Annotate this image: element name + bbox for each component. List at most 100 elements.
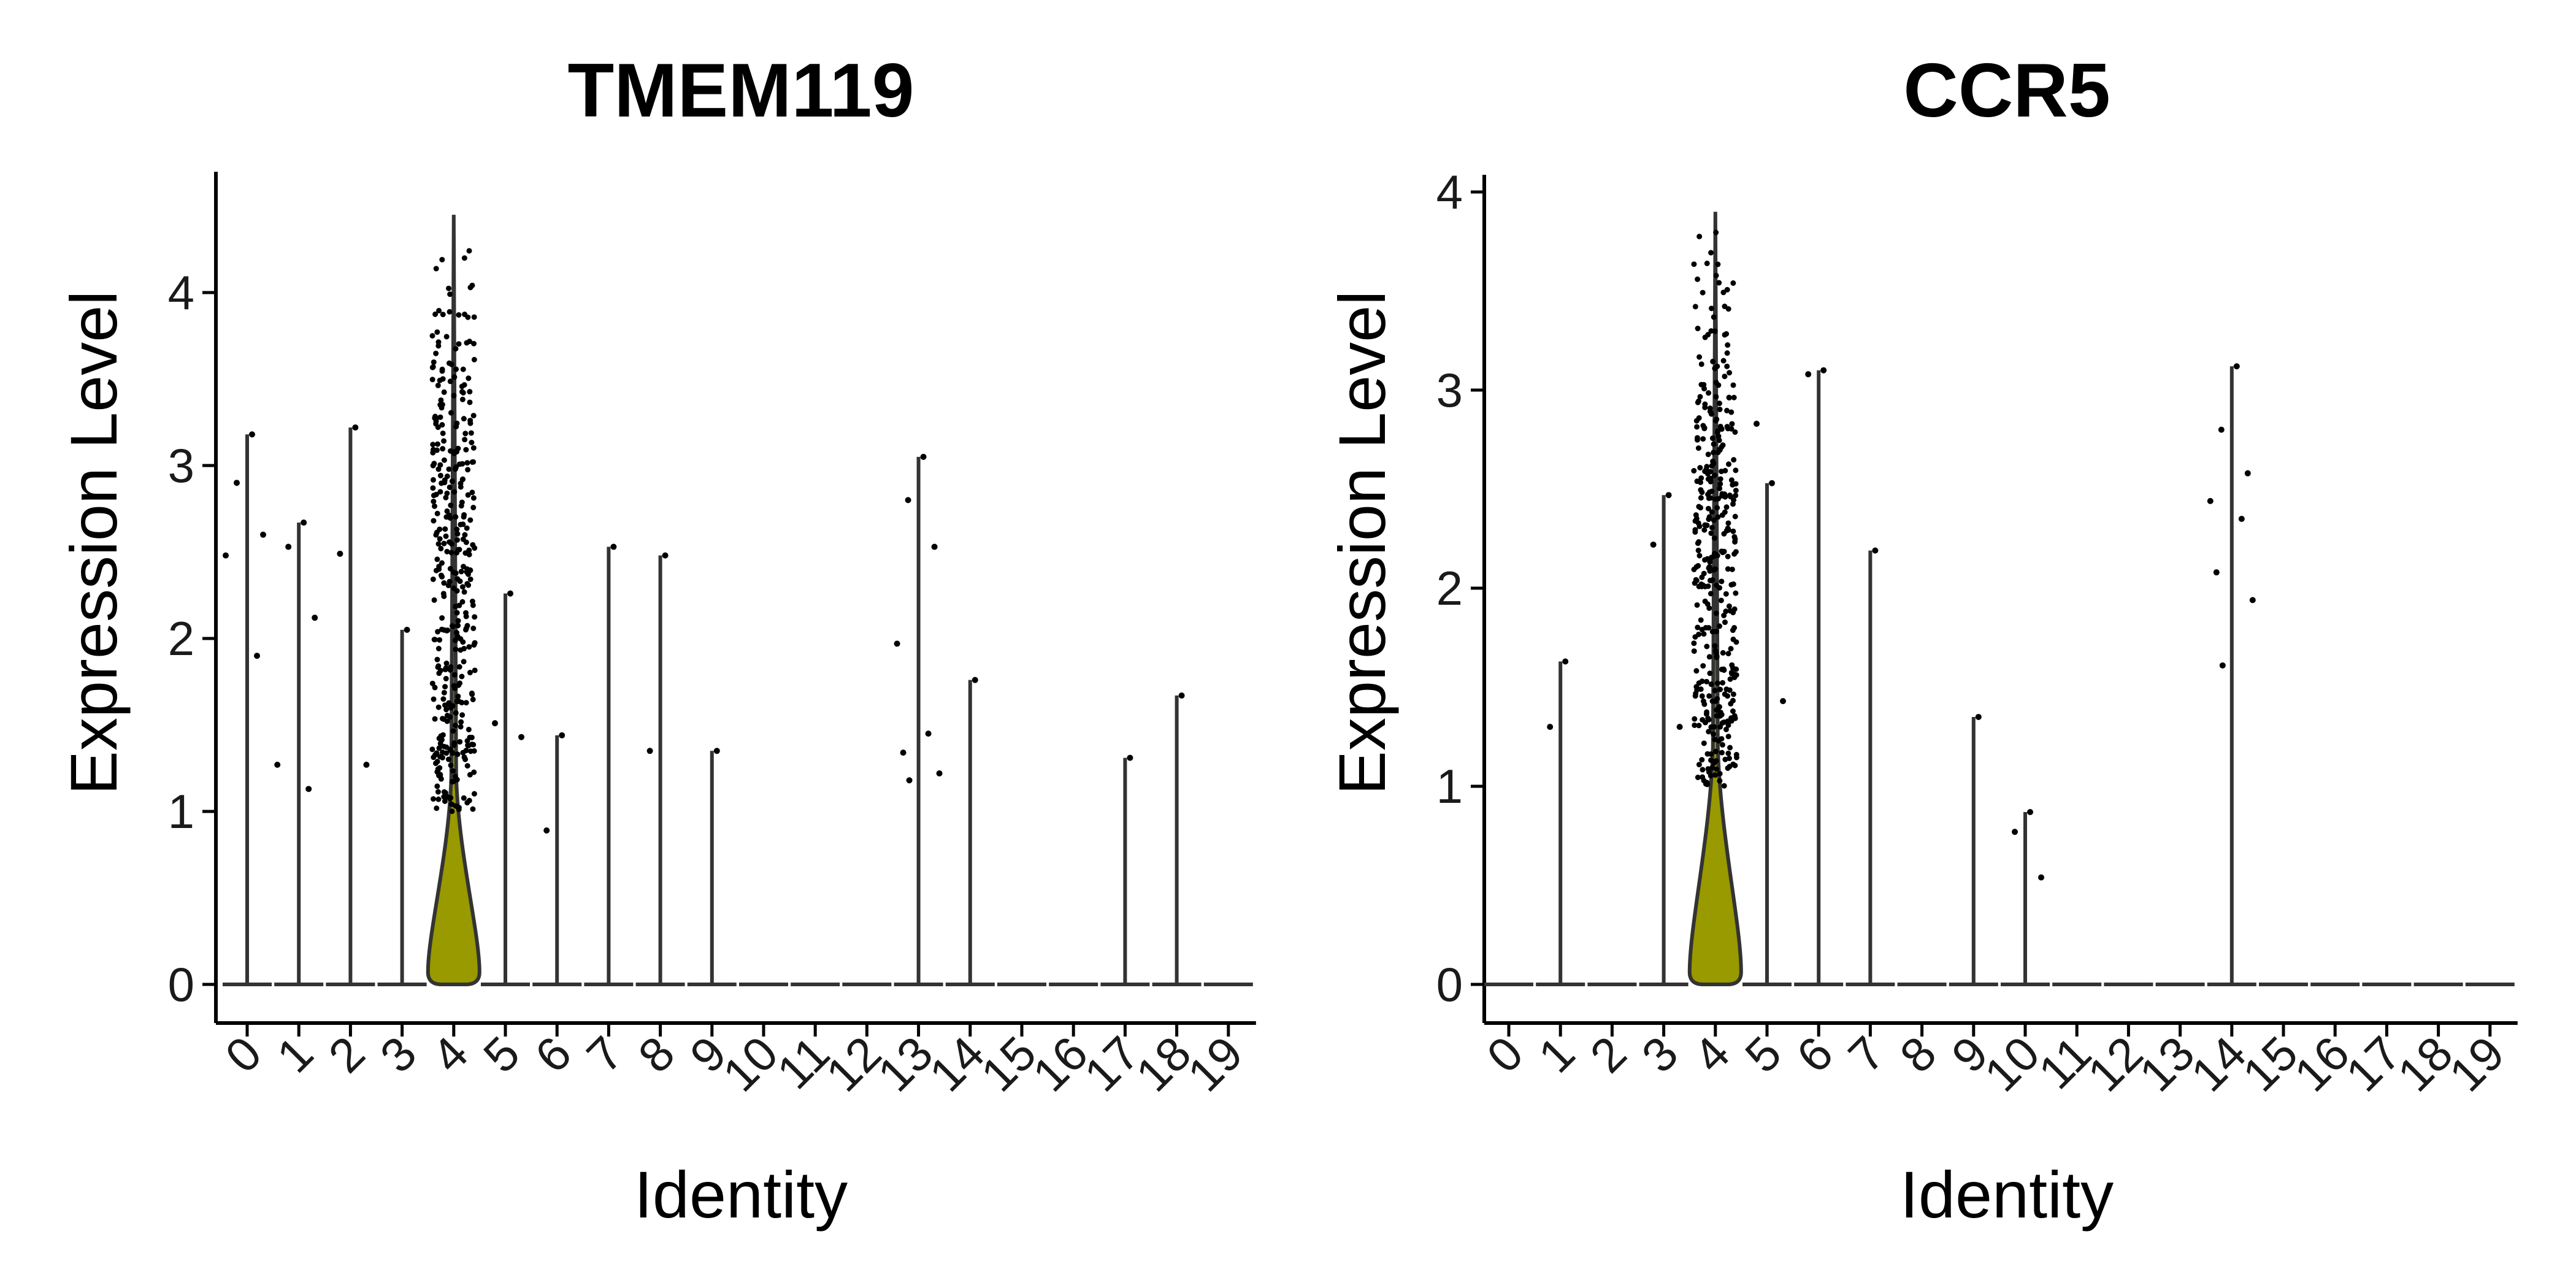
- y-tick-label: 3: [1436, 363, 1463, 417]
- data-point: [1707, 670, 1713, 677]
- data-point: [434, 510, 440, 516]
- data-point: [1695, 326, 1701, 332]
- data-point: [1709, 488, 1715, 494]
- data-point: [1712, 748, 1719, 754]
- data-point: [1698, 686, 1704, 692]
- data-point: [1711, 314, 1717, 320]
- data-point: [1726, 603, 1732, 609]
- data-point: [448, 762, 454, 769]
- data-point: [1698, 495, 1704, 501]
- y-tick-label: 2: [168, 611, 194, 665]
- data-point: [1725, 734, 1731, 740]
- data-point: [1724, 350, 1730, 356]
- data-point: [1717, 686, 1723, 692]
- data-point: [2238, 515, 2245, 522]
- data-point: [467, 772, 473, 778]
- data-point: [2218, 426, 2225, 433]
- data-point: [1722, 374, 1728, 380]
- data-point: [1719, 578, 1725, 585]
- data-point: [461, 255, 467, 261]
- data-point: [453, 514, 459, 520]
- data-point: [450, 728, 456, 734]
- data-point: [453, 710, 459, 716]
- data-point: [1701, 701, 1708, 707]
- data-point: [1725, 722, 1731, 728]
- data-point: [1724, 407, 1730, 413]
- data-point: [434, 656, 440, 662]
- data-point: [1691, 468, 1697, 474]
- data-point: [1692, 716, 1698, 722]
- data-point: [466, 375, 472, 381]
- data-point: [1731, 534, 1738, 540]
- data-point: [470, 626, 477, 632]
- data-point: [439, 422, 445, 428]
- data-point: [1722, 691, 1728, 697]
- data-point: [1725, 553, 1731, 559]
- data-point: [448, 748, 454, 754]
- data-point: [1695, 774, 1701, 780]
- data-point: [470, 445, 477, 451]
- data-point: [1720, 650, 1726, 656]
- data-point: [454, 588, 460, 594]
- data-point: [1730, 761, 1736, 767]
- data-point: [429, 332, 435, 339]
- data-point: [1726, 394, 1732, 401]
- data-point: [1708, 724, 1714, 730]
- data-point: [432, 716, 438, 722]
- data-point: [1805, 371, 1812, 378]
- data-point: [1717, 423, 1723, 429]
- data-point: [432, 637, 438, 643]
- data-point: [472, 614, 478, 620]
- data-point: [1709, 509, 1715, 515]
- data-point: [925, 730, 932, 737]
- data-point: [469, 440, 475, 446]
- data-point: [1715, 496, 1721, 502]
- data-point: [470, 806, 476, 812]
- data-point: [1693, 668, 1700, 674]
- data-point: [431, 499, 437, 505]
- data-point: [467, 748, 473, 754]
- data-point: [610, 543, 617, 550]
- data-point: [1708, 530, 1714, 536]
- data-point: [444, 508, 450, 514]
- data-point: [435, 466, 442, 472]
- data-point: [437, 754, 443, 760]
- data-point: [447, 291, 453, 297]
- data-point: [1717, 770, 1723, 776]
- data-point: [1719, 444, 1725, 450]
- data-point: [437, 377, 443, 383]
- data-point: [472, 545, 478, 551]
- data-point: [465, 467, 471, 473]
- data-point: [1708, 757, 1714, 763]
- data-point: [2219, 662, 2226, 669]
- data-point: [459, 383, 465, 389]
- data-point: [1733, 481, 1739, 487]
- data-point: [1711, 472, 1717, 478]
- data-point: [1730, 280, 1736, 286]
- data-point: [441, 389, 447, 395]
- data-point: [472, 667, 478, 673]
- data-point: [1715, 382, 1722, 388]
- data-point: [1728, 426, 1735, 432]
- data-point: [1695, 563, 1701, 569]
- data-point: [1701, 631, 1707, 637]
- data-point: [452, 685, 458, 691]
- data-point: [1729, 662, 1735, 668]
- data-point: [430, 485, 436, 491]
- data-point: [447, 378, 453, 385]
- data-point: [454, 526, 460, 532]
- data-point: [1698, 479, 1704, 485]
- data-point: [436, 745, 442, 751]
- data-point: [453, 803, 459, 809]
- data-point: [442, 526, 448, 532]
- data-point: [453, 570, 459, 576]
- data-point: [1692, 527, 1698, 533]
- data-point: [1716, 280, 1722, 286]
- data-point: [437, 637, 443, 643]
- data-point: [254, 653, 260, 659]
- data-point: [1728, 718, 1735, 724]
- data-point: [462, 312, 468, 318]
- data-point: [467, 285, 473, 291]
- data-point: [442, 480, 448, 486]
- x-tick-label: 2: [1580, 1026, 1637, 1083]
